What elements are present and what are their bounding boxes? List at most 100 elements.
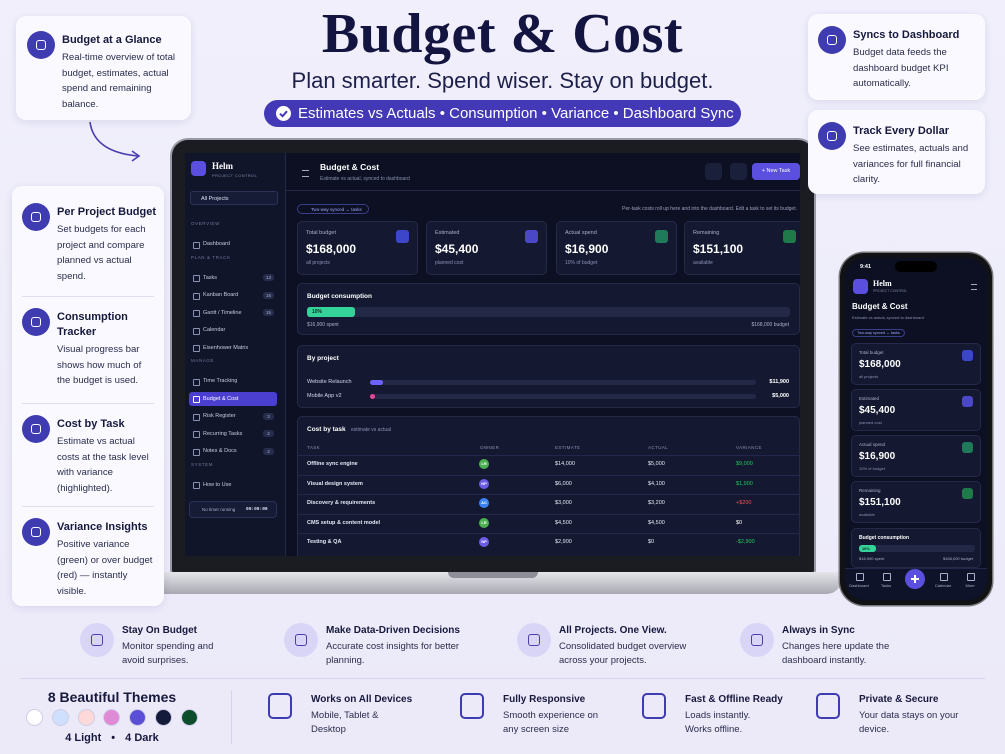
cost-cell: $5,000	[648, 461, 665, 467]
kpi-value: $151,100	[859, 497, 901, 508]
icon	[22, 518, 50, 546]
feature-text: Mobile, Tablet & Desktop	[311, 710, 379, 735]
divider	[22, 506, 154, 507]
nav-item[interactable]: Kanban Board 15	[189, 288, 277, 302]
nav-count: 15	[263, 291, 274, 299]
feature-title: All Projects. One View.	[559, 625, 667, 636]
task-name: Visual design system	[307, 480, 363, 487]
theme-swatch	[27, 710, 42, 725]
feature-title: Stay On Budget	[122, 625, 198, 636]
kpi-value: $168,000	[859, 359, 901, 370]
nav-icon	[193, 378, 200, 386]
kpi-card: Estimated $45,400 planned cost	[426, 221, 547, 275]
nav-item[interactable]: Eisenhower Matrix	[189, 341, 277, 355]
cost-cell: $3,000	[555, 500, 572, 506]
project-select-label: All Projects	[201, 195, 229, 202]
tab-label: Calendar	[934, 583, 952, 588]
kpi-icon	[962, 442, 973, 453]
kpi-label: Total budget	[306, 230, 336, 236]
kpi-sub: planned cost	[859, 420, 882, 425]
icon	[22, 415, 50, 443]
nav-section: PLAN & TRACK	[191, 254, 231, 260]
owner-avatar: LR	[479, 459, 489, 469]
theme-swatch	[156, 710, 171, 725]
kpi-label: Remaining	[859, 488, 881, 493]
icon	[517, 623, 551, 657]
sync-badge: Two-way synced ↔ tasks	[297, 204, 369, 214]
tab-icon[interactable]	[967, 573, 975, 581]
feature-text: Consolidated budget overview across your…	[559, 641, 687, 666]
spent-label: $16,900 spent	[307, 322, 339, 328]
consumption-card: Budget consumption 10% $16,900 spent $168,0…	[851, 528, 981, 568]
kpi-value: $151,100	[693, 242, 744, 256]
sidebar: Helm PROJECT CONTROL All Projects OVERVIEW D…	[185, 153, 286, 556]
cost-cell: $4,500	[555, 519, 572, 526]
icon-glyph	[826, 34, 838, 46]
by-project-card: By project Website Relaunch $11,900 Mobile …	[297, 345, 800, 408]
icon-button[interactable]	[730, 163, 747, 180]
icon	[80, 623, 114, 657]
progress-label: 10%	[862, 546, 870, 551]
nav-label: How to Use	[203, 481, 232, 488]
nav-item[interactable]: Budget & Cost	[189, 391, 277, 406]
tab-icon[interactable]	[940, 573, 948, 581]
kpi-icon	[783, 230, 796, 243]
feature-text: Positive variance (green) or over budget…	[57, 539, 153, 597]
phone-screen: 9:41 Helm PROJECT CONTROL Budget & Cost Esti…	[845, 258, 987, 600]
nav-label: Kanban Board	[203, 292, 239, 298]
add-button[interactable]	[905, 569, 925, 589]
nav-label: Budget & Cost	[203, 395, 239, 402]
icon	[27, 31, 55, 59]
nav-item[interactable]: Gantt / Timeline 15	[189, 306, 277, 320]
nav-item[interactable]: Risk Register 3	[189, 409, 277, 423]
feature-text: See estimates, actuals and variances for…	[853, 143, 969, 185]
nav-item[interactable]: Tasks 13	[189, 271, 277, 285]
theme-swatch	[52, 710, 68, 725]
phone-notch	[895, 261, 937, 272]
kpi-label: Actual spend	[859, 442, 886, 447]
project-value: $5,000	[772, 393, 789, 399]
kpi-value: $45,400	[435, 242, 479, 256]
card-subtitle: estimate vs actual	[351, 427, 392, 433]
nav-item[interactable]: How to Use	[189, 478, 277, 492]
project-value: $11,900	[769, 379, 789, 385]
feature-title: Cost by Task	[57, 418, 125, 430]
row-divider	[298, 494, 800, 495]
theme-swatch	[130, 710, 146, 725]
themes-legend: 4 Light • 4 Dark	[12, 732, 212, 744]
nav-label: Notes & Docs	[203, 448, 237, 454]
icon	[818, 26, 846, 54]
nav-item[interactable]: Recurring Tasks 2	[189, 427, 277, 441]
info-card: Syncs to Dashboard Budget data feeds the …	[808, 14, 985, 100]
spent-label: $16,900 spent	[859, 556, 885, 561]
nav-item[interactable]: Notes & Docs 2	[189, 444, 277, 458]
nav-label: Calendar	[203, 327, 226, 333]
nav-section: SYSTEM	[191, 461, 214, 467]
new-task-button[interactable]: + New Task	[752, 163, 800, 180]
nav-label: Recurring Tasks	[203, 430, 243, 437]
progress-track: 10%	[307, 307, 790, 317]
pill-text: Estimates vs Actuals • Consumption • Var…	[298, 105, 734, 122]
app-subtitle: Estimate vs actual, synced to dashboard	[320, 176, 410, 182]
icon-button[interactable]	[705, 163, 722, 180]
tab-icon[interactable]	[856, 573, 864, 581]
nav-label: Time Tracking	[203, 378, 238, 384]
owner-avatar: NP	[479, 537, 489, 547]
nav-icon	[193, 396, 200, 403]
budget-label: $168,000 budget	[942, 556, 973, 561]
nav-icon	[193, 431, 200, 438]
nav-item[interactable]: Dashboard	[189, 237, 277, 251]
cost-table-card: Cost by task estimate vs actual TASK OWNER E…	[297, 416, 800, 556]
brand: Helm	[873, 279, 892, 288]
cost-cell: $4,500	[648, 519, 665, 526]
nav-item[interactable]: Calendar	[189, 323, 277, 337]
owner-avatar: AC	[479, 498, 489, 508]
cost-cell: $4,100	[648, 480, 665, 487]
kpi-sub: all projects	[859, 374, 879, 379]
feature-title: Fully Responsive	[503, 694, 586, 705]
tab-icon[interactable]	[883, 573, 891, 581]
divider	[22, 296, 154, 297]
nav-item[interactable]: Time Tracking	[189, 374, 277, 388]
kpi-label: Total budget	[859, 350, 884, 355]
nav-label: Risk Register	[203, 413, 236, 419]
